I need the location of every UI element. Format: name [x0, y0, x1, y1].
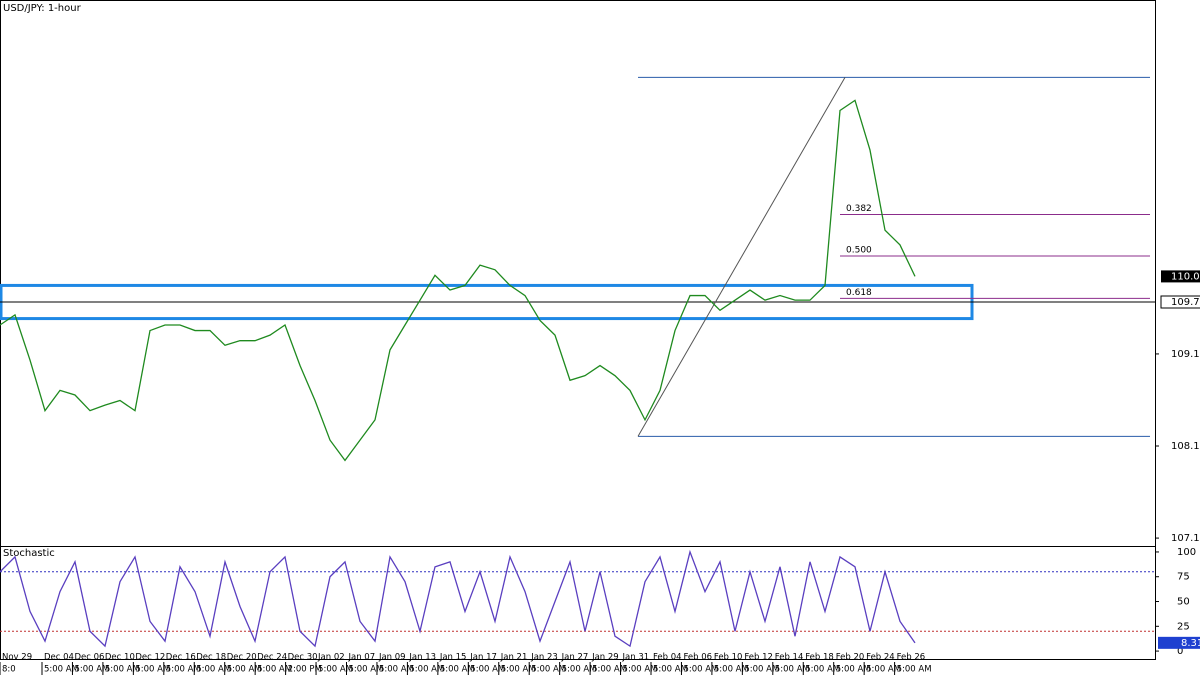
time-label: 2:00 PM	[288, 665, 322, 675]
time-label: 5:00 AM	[44, 665, 79, 675]
time-label: 5:00 AM	[409, 665, 444, 675]
time-label: 5:00 AM	[683, 665, 718, 675]
time-label: 5:00 AM	[105, 665, 140, 675]
fib-label: 0.500	[846, 245, 872, 255]
x-tick-label: Dec 12	[135, 653, 165, 663]
price-label: 110.028	[1171, 271, 1200, 282]
x-tick-label: Feb 14	[775, 653, 804, 663]
time-label: 5:00 AM	[623, 665, 658, 675]
stoch-label: 8.31	[1181, 638, 1200, 649]
x-tick-label: Jan 15	[439, 653, 467, 663]
x-tick-label: Jan 23	[530, 653, 558, 663]
frame	[0, 0, 1156, 660]
x-tick-label: Jan 17	[469, 653, 497, 663]
time-label: 5:00 AM	[135, 665, 170, 675]
y-tick-label: 109.186	[1171, 349, 1200, 360]
time-label: 5:00 AM	[257, 665, 292, 675]
x-tick-label: Dec 18	[196, 653, 226, 663]
time-label: 5:00 AM	[379, 665, 414, 675]
y-tick-label: 107.186	[1171, 533, 1200, 544]
x-tick-label: Dec 04	[44, 653, 74, 663]
x-tick-label: Feb 04	[653, 653, 682, 663]
x-tick-label: Dec 06	[74, 653, 104, 663]
time-label: 5:00 AM	[440, 665, 475, 675]
time-label: 5:00 AM	[897, 665, 932, 675]
y-tick-label: 108.186	[1171, 441, 1200, 452]
time-label: 5:00 AM	[166, 665, 201, 675]
x-tick-label: Jan 27	[561, 653, 589, 663]
x-tick-label: Dec 24	[257, 653, 287, 663]
x-tick-label: Jan 21	[500, 653, 528, 663]
fib-label: 0.618	[846, 288, 872, 298]
x-tick-label: Jan 31	[622, 653, 650, 663]
time-label: 5:00 AM	[470, 665, 505, 675]
time-label: 5:00 AM	[318, 665, 353, 675]
time-label: 5:00 AM	[531, 665, 566, 675]
level-label: 109.75	[1171, 297, 1200, 308]
time-label: 5:00 AM	[349, 665, 384, 675]
stoch-box	[1158, 636, 1200, 649]
time-label: 5:00 AM	[805, 665, 840, 675]
x-tick-label: Feb 26	[897, 653, 926, 663]
time-label: 5:00 AM	[866, 665, 901, 675]
chart-title: USD/JPY: 1-hour	[3, 3, 82, 14]
level-box	[1160, 295, 1200, 309]
x-tick-label: Feb 18	[805, 653, 834, 663]
price-line	[0, 549, 916, 648]
time-label: 8:0	[2, 665, 16, 675]
price-line	[0, 99, 916, 462]
x-tick-label: Dec 20	[227, 653, 257, 663]
x-tick-label: Jan 07	[348, 653, 376, 663]
fib-trend	[637, 77, 846, 437]
time-label: 5:00 AM	[714, 665, 749, 675]
time-label: 5:00 AM	[501, 665, 536, 675]
x-tick-label: Feb 12	[744, 653, 773, 663]
y-tick-label: 0	[1177, 646, 1183, 657]
y-tick-label: 75	[1177, 572, 1190, 583]
y-tick-label: 25	[1177, 621, 1190, 632]
price-box	[1161, 270, 1200, 283]
time-label: 5:00 AM	[653, 665, 688, 675]
x-tick-label: Feb 06	[683, 653, 712, 663]
time-label: 5:00 AM	[562, 665, 597, 675]
x-tick-label: Jan 29	[591, 653, 619, 663]
x-tick-label: Nov 29	[2, 653, 32, 663]
time-label: 5:00 AM	[836, 665, 871, 675]
x-tick-label: Dec 16	[166, 653, 196, 663]
x-tick-label: Feb 10	[714, 653, 743, 663]
x-tick-label: Dec 30	[288, 653, 318, 663]
time-label: 5:00 AM	[74, 665, 109, 675]
time-label: 5:00 AM	[775, 665, 810, 675]
time-label: 5:00 AM	[227, 665, 262, 675]
time-label: 5:00 AM	[744, 665, 779, 675]
time-label: 5:00 AM	[592, 665, 627, 675]
x-tick-label: Jan 02	[317, 653, 345, 663]
x-tick-label: Feb 20	[836, 653, 865, 663]
x-tick-label: Feb 24	[866, 653, 895, 663]
y-tick-label: 100	[1177, 547, 1196, 558]
time-label: 5:00 AM	[196, 665, 231, 675]
x-tick-label: Jan 13	[408, 653, 436, 663]
x-tick-label: Jan 09	[378, 653, 406, 663]
y-tick-label: 50	[1177, 597, 1190, 608]
fib-label: 0.382	[846, 204, 872, 214]
indicator-title: Stochastic	[3, 548, 55, 559]
x-tick-label: Dec 10	[105, 653, 135, 663]
